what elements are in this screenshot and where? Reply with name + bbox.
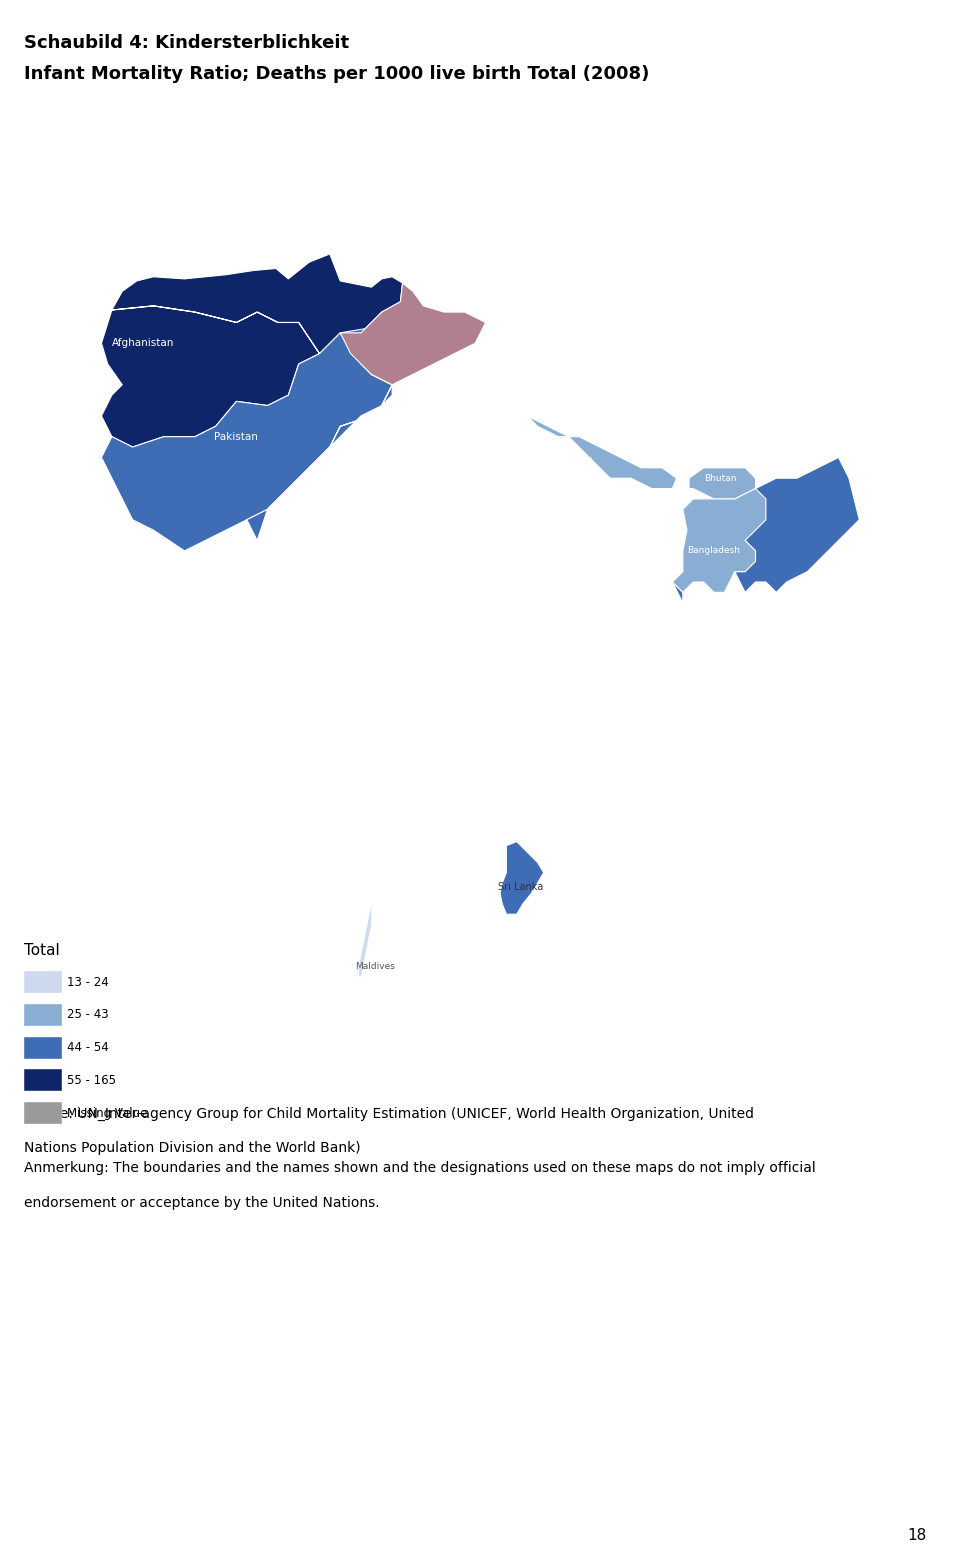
Text: Total: Total [24,943,60,959]
Text: Missing Value: Missing Value [67,1107,148,1119]
Polygon shape [102,306,392,550]
Text: 55 - 165: 55 - 165 [67,1074,116,1087]
Text: Schaubild 4: Kindersterblichkeit: Schaubild 4: Kindersterblichkeit [24,34,349,53]
Text: India: India [441,577,468,588]
Polygon shape [340,284,486,385]
Text: 25 - 43: 25 - 43 [67,1009,108,1021]
Text: Anmerkung: The boundaries and the names shown and the designations used on these: Anmerkung: The boundaries and the names … [24,1161,816,1175]
Text: Bhutan: Bhutan [704,474,736,483]
Text: Maldives: Maldives [355,962,396,971]
Text: Nepal: Nepal [565,457,592,466]
Polygon shape [672,488,766,592]
Text: 18: 18 [907,1528,926,1543]
Polygon shape [689,468,756,499]
Polygon shape [359,904,372,976]
Text: 13 - 24: 13 - 24 [67,976,108,988]
Text: Quelle: UN_Inter-agency Group for Child Mortality Estimation (UNICEF, World Heal: Quelle: UN_Inter-agency Group for Child … [24,1107,754,1121]
Polygon shape [500,842,543,914]
Text: endorsement or acceptance by the United Nations.: endorsement or acceptance by the United … [24,1196,379,1210]
Polygon shape [102,254,402,447]
Text: Pakistan: Pakistan [214,432,258,441]
Text: Bangladesh: Bangladesh [687,546,740,555]
Text: Sri Lanka: Sri Lanka [498,882,543,892]
Text: 44 - 54: 44 - 54 [67,1041,108,1054]
Polygon shape [506,416,677,488]
Text: Infant Mortality Ratio; Deaths per 1000 live birth Total (2008): Infant Mortality Ratio; Deaths per 1000 … [24,65,649,84]
Text: Afghanistan: Afghanistan [111,338,174,348]
Text: Nations Population Division and the World Bank): Nations Population Division and the Worl… [24,1141,361,1155]
Polygon shape [247,312,859,800]
